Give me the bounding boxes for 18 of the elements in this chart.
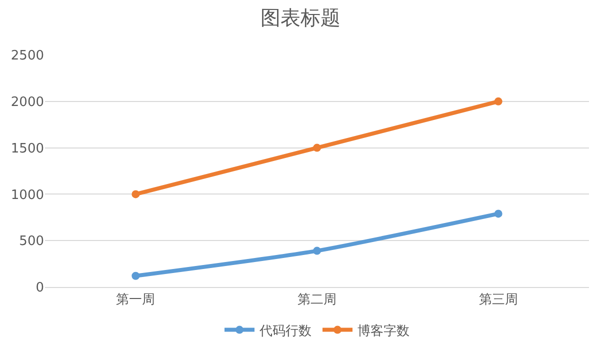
legend-label: 博客字数 [358, 322, 410, 339]
y-tick-label: 2000 [10, 94, 44, 110]
point [313, 144, 321, 152]
x-tick-label: 第二周 [298, 292, 336, 308]
x-tick-label: 第三周 [478, 292, 518, 308]
y-tick-label: 500 [19, 234, 44, 250]
point [132, 190, 140, 198]
y-tick-label: 1500 [10, 141, 44, 156]
point [494, 210, 502, 218]
point [313, 246, 321, 255]
point [494, 97, 502, 106]
point [132, 272, 140, 280]
y-tick-label: 1000 [10, 188, 44, 203]
y-tick-label: 0 [36, 280, 44, 296]
legend-label: 代码行数 [258, 324, 312, 339]
y-tick-label: 2500 [10, 48, 44, 64]
chart-title: 图表标题 [260, 6, 340, 30]
x-tick-label: 第一周 [116, 292, 156, 308]
